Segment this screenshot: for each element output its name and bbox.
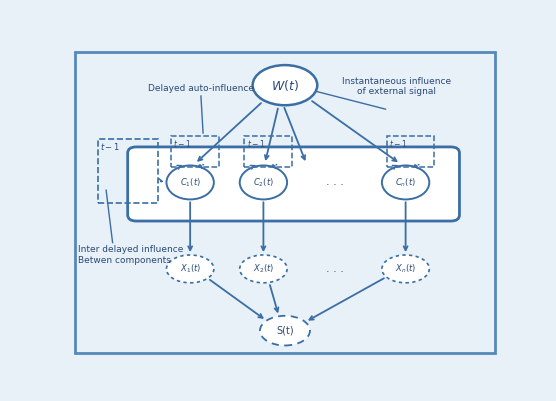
Ellipse shape xyxy=(240,166,287,199)
Text: $t-1$: $t-1$ xyxy=(173,138,192,149)
Text: . . .: . . . xyxy=(326,177,344,187)
FancyBboxPatch shape xyxy=(128,147,459,221)
Text: $t-1$: $t-1$ xyxy=(247,138,265,149)
Ellipse shape xyxy=(260,316,310,346)
Text: S(t): S(t) xyxy=(276,326,294,336)
Ellipse shape xyxy=(166,255,214,283)
Text: $X_n(t)$: $X_n(t)$ xyxy=(395,263,416,275)
Text: $C_n(t)$: $C_n(t)$ xyxy=(395,176,416,189)
Ellipse shape xyxy=(382,255,429,283)
Text: $C_1(t)$: $C_1(t)$ xyxy=(180,176,201,189)
Text: Inter delayed influence
Betwen components: Inter delayed influence Betwen component… xyxy=(78,245,183,265)
Text: $t-1$: $t-1$ xyxy=(100,141,120,152)
Text: Instantaneous influence
of external signal: Instantaneous influence of external sign… xyxy=(342,77,451,96)
Text: . . .: . . . xyxy=(326,264,344,274)
Ellipse shape xyxy=(166,166,214,199)
Text: $X_1(t)$: $X_1(t)$ xyxy=(180,263,201,275)
Text: Delayed auto-influence: Delayed auto-influence xyxy=(148,84,254,93)
Text: $t-1$: $t-1$ xyxy=(389,138,407,149)
Text: $C_2(t)$: $C_2(t)$ xyxy=(253,176,274,189)
Ellipse shape xyxy=(382,166,429,199)
Text: $X_2(t)$: $X_2(t)$ xyxy=(253,263,274,275)
Ellipse shape xyxy=(252,65,317,105)
Text: $W(t)$: $W(t)$ xyxy=(271,78,299,93)
Ellipse shape xyxy=(240,255,287,283)
